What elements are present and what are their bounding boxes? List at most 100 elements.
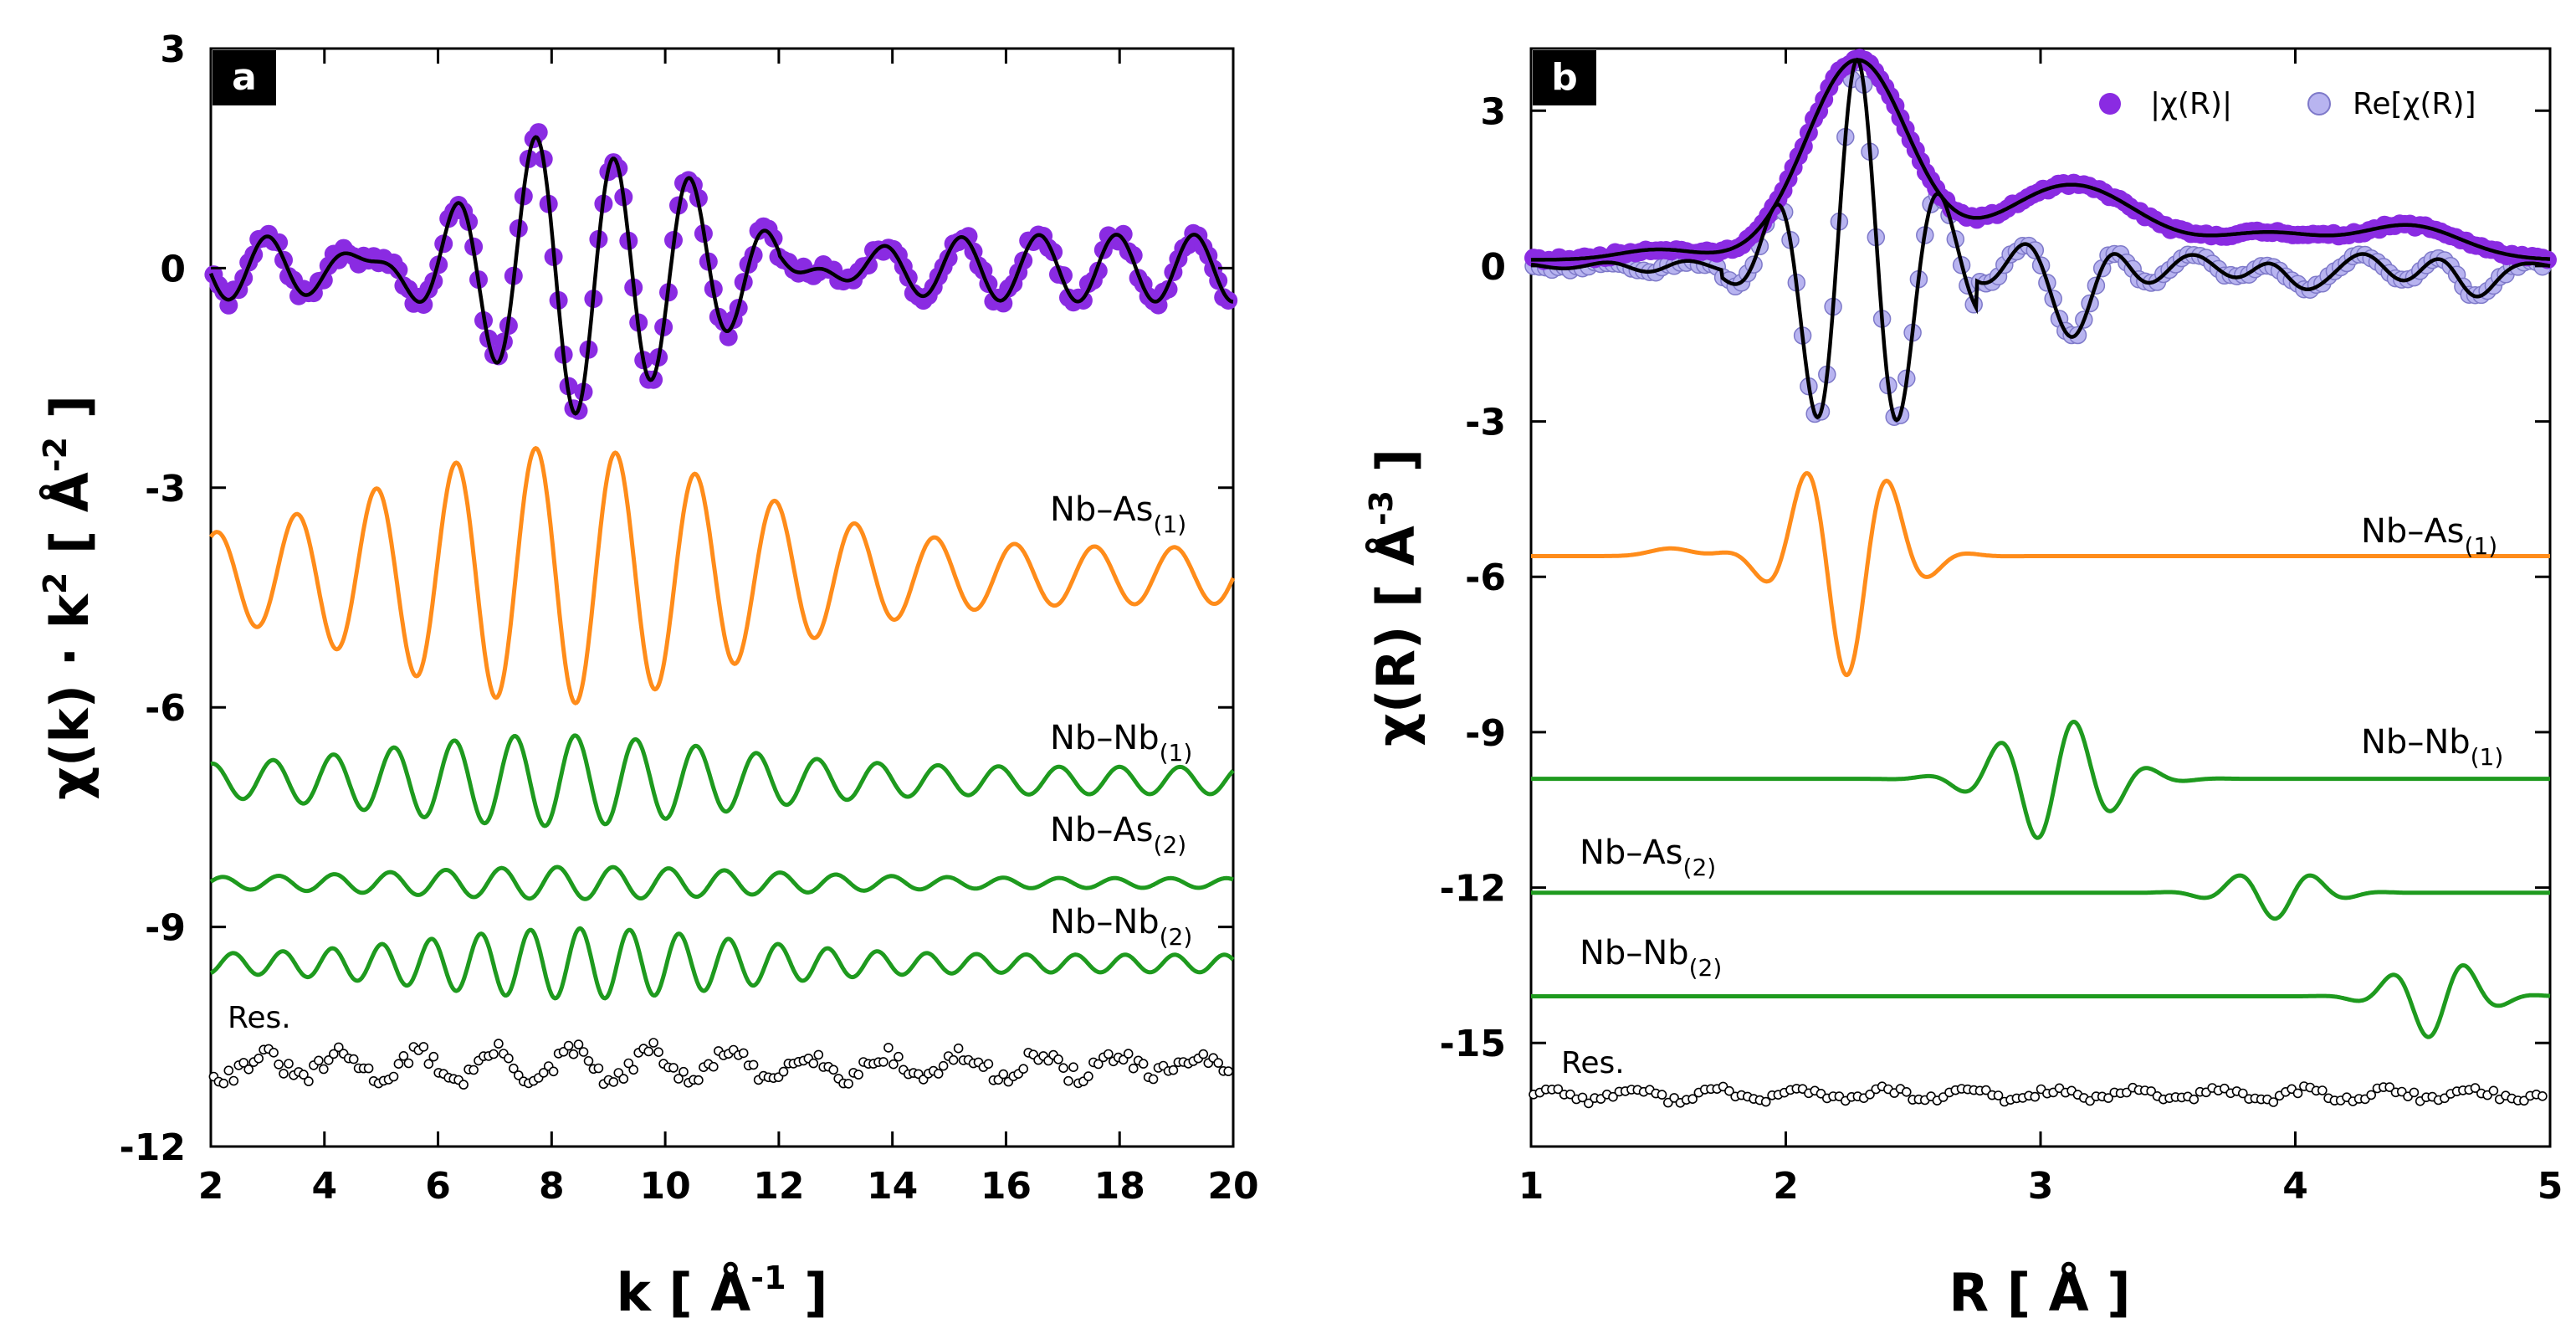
panel-a-curves — [204, 123, 1238, 1090]
a-res-point — [243, 1065, 254, 1075]
b-res-point — [2488, 1085, 2499, 1096]
a-fit-line — [208, 135, 1234, 416]
a-res-point — [548, 1066, 559, 1077]
b-res-point — [2122, 1087, 2132, 1098]
a-res-point — [679, 1066, 689, 1077]
b-res-point — [1760, 1096, 1771, 1107]
b-res-point — [2409, 1087, 2420, 1098]
a-res-point — [883, 1043, 894, 1053]
b-res-point — [1981, 1085, 1991, 1095]
panel-a-label: a — [232, 56, 257, 99]
b-nbnb1-line — [1531, 719, 2550, 840]
b-annotation-nbnb2: Nb–Nb(2) — [1580, 934, 1722, 982]
a-x-tick-label: 8 — [539, 1165, 565, 1208]
a-y-tick-label: 3 — [160, 28, 186, 71]
b-res-point — [2030, 1091, 2041, 1102]
panel-a-ticks: 2 4 6 8 10 12 14 16 18 20 3 0 -3 -6 -9 -12 — [120, 28, 1259, 1208]
a-res-point — [563, 1040, 574, 1051]
b-res-label: Res. — [1561, 1046, 1625, 1080]
panel-a: 2 4 6 8 10 12 14 16 18 20 3 0 -3 -6 -9 -12 a Nb–As(1) N… — [37, 28, 1259, 1323]
a-res-point — [1093, 1059, 1104, 1070]
a-res-point — [1213, 1058, 1223, 1068]
a-x-tick-label: 20 — [1207, 1165, 1258, 1208]
b-y-tick-label: -9 — [1465, 712, 1506, 755]
b-legend-abs: |χ(R)| — [2150, 87, 2232, 121]
a-y-tick-label: -6 — [145, 687, 186, 730]
a-res-point — [494, 1039, 504, 1049]
panel-b-ticks: 1 2 3 4 5 3 0 -3 -6 -9 -12 -15 — [1440, 49, 2563, 1208]
b-res-point — [1669, 1093, 1679, 1103]
b-y-axis-title: χ(R) [ Å-3 ] — [1363, 449, 1426, 746]
a-x-axis-title: k [ Å-1 ] — [617, 1259, 828, 1323]
a-res-point — [748, 1059, 759, 1070]
a-res-point — [1123, 1049, 1134, 1059]
a-data-point — [959, 227, 978, 246]
a-x-tick-label: 4 — [311, 1165, 337, 1208]
a-res-point — [328, 1049, 339, 1059]
a-res-point — [423, 1059, 434, 1070]
a-res-point — [889, 1059, 899, 1070]
b-fit-abs-line — [1530, 58, 2551, 262]
a-res-point — [504, 1053, 514, 1064]
b-res-point — [2146, 1086, 2156, 1096]
b-res-point — [1902, 1087, 1912, 1097]
a-res-point — [933, 1069, 944, 1079]
panel-b: 1 2 3 4 5 3 0 -3 -6 -9 -12 -15 b |χ(R)| Re[χ(R)] Nb… — [1363, 47, 2563, 1323]
a-res-point — [673, 1074, 684, 1084]
a-res-point — [1198, 1049, 1209, 1059]
a-res-point — [853, 1070, 863, 1080]
b-x-tick-label: 1 — [1518, 1165, 1544, 1208]
a-res-point — [403, 1058, 414, 1069]
a-res-point — [608, 1077, 619, 1087]
a-res-point — [568, 1049, 579, 1059]
a-res-point — [1118, 1054, 1129, 1065]
a-res-point — [1063, 1075, 1073, 1086]
a-y-axis-title: χ(k) · k2 [ Å-2 ] — [37, 395, 100, 800]
a-res-point — [1058, 1063, 1068, 1073]
a-res-point — [1148, 1074, 1159, 1085]
a-res-point — [388, 1071, 399, 1082]
a-nbas2-line — [209, 864, 1234, 901]
a-res-point — [643, 1046, 654, 1057]
a-res-point — [1104, 1049, 1114, 1059]
a-res-point — [708, 1061, 719, 1072]
a-res-point — [418, 1042, 429, 1052]
a-data-point — [1114, 224, 1133, 244]
b-res-point — [1584, 1098, 1594, 1109]
b-annotation-nbnb1: Nb–Nb(1) — [2361, 723, 2503, 771]
a-res-point — [668, 1063, 679, 1073]
b-res-point — [1865, 1090, 1875, 1100]
a-res-point — [738, 1048, 749, 1059]
b-x-tick-label: 2 — [1773, 1165, 1799, 1208]
b-res-point — [2189, 1094, 2200, 1105]
a-res-point — [1068, 1062, 1078, 1072]
a-res-point — [228, 1075, 239, 1086]
a-y-tick-label: 0 — [160, 248, 186, 290]
b-res-point — [2538, 1091, 2548, 1101]
a-res-point — [323, 1055, 334, 1065]
b-res-point — [2268, 1097, 2279, 1107]
a-res-point — [843, 1079, 853, 1089]
a-res-point — [628, 1065, 639, 1075]
b-res-point — [1657, 1090, 1667, 1100]
panel-b-frame — [1529, 47, 2552, 1148]
a-res-point — [279, 1069, 289, 1079]
b-annotation-nbas2: Nb–As(2) — [1580, 834, 1716, 881]
b-nbas2-line — [1531, 873, 2550, 921]
a-x-tick-label: 16 — [981, 1165, 1032, 1208]
a-res-point — [398, 1051, 409, 1061]
a-res-point — [618, 1074, 629, 1084]
b-res-point — [2292, 1088, 2303, 1099]
b-y-tick-label: -15 — [1440, 1023, 1507, 1065]
a-data-point — [269, 233, 289, 252]
panel-b-label: b — [1551, 56, 1578, 99]
a-annotation-nbnb2: Nb–Nb(2) — [1050, 903, 1192, 951]
b-legend: |χ(R)| Re[χ(R)] — [2099, 87, 2476, 121]
a-x-tick-label: 14 — [867, 1165, 918, 1208]
b-y-tick-label: 3 — [1480, 90, 1506, 133]
a-res-point — [648, 1038, 658, 1048]
b-res-point — [1565, 1089, 1575, 1100]
b-x-tick-label: 3 — [2028, 1165, 2054, 1208]
b-res-point — [1608, 1091, 1618, 1102]
b-legend-marker-abs — [2099, 93, 2121, 115]
